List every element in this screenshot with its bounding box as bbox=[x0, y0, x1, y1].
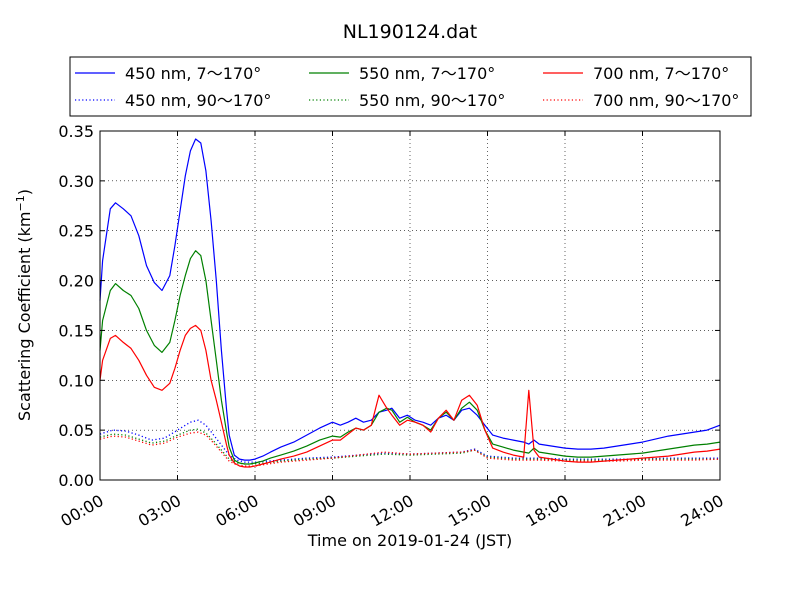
x-axis-label: Time on 2019-01-24 (JST) bbox=[307, 531, 512, 550]
y-axis-label-sup: −1 bbox=[14, 195, 27, 211]
legend-label: 550 nm, 7～170° bbox=[359, 64, 495, 83]
y-tick-label: 0.00 bbox=[58, 471, 94, 490]
y-tick-label: 0.15 bbox=[58, 321, 94, 340]
y-axis-label-end: ) bbox=[15, 189, 34, 195]
y-axis-label: Scattering Coefficient (km−1) bbox=[14, 189, 34, 421]
legend-label: 450 nm, 7～170° bbox=[125, 64, 261, 83]
series-line bbox=[99, 419, 720, 463]
y-tick-label: 0.10 bbox=[58, 371, 94, 390]
legend-box bbox=[69, 56, 752, 117]
legend-label: 700 nm, 90～170° bbox=[593, 91, 739, 110]
series-line bbox=[99, 431, 721, 467]
y-axis-label-main: Scattering Coefficient (km bbox=[15, 211, 34, 421]
y-tick-label: 0.25 bbox=[58, 222, 94, 241]
y-tick-label: 0.05 bbox=[58, 421, 94, 440]
series-line bbox=[99, 324, 721, 468]
legend-label: 550 nm, 90～170° bbox=[359, 91, 505, 110]
plot-background bbox=[100, 131, 720, 480]
y-tick-label: 0.30 bbox=[58, 172, 94, 191]
legend: 450 nm, 7～170° 550 nm, 7～170° 700 nm, 7～17… bbox=[69, 56, 752, 117]
grid bbox=[100, 131, 720, 480]
legend-label: 450 nm, 90～170° bbox=[125, 91, 271, 110]
series-line bbox=[99, 138, 721, 461]
plot-area: 00:00 03:00 06:00 09:00 12:00 15:00 18:00 21:00… bbox=[57, 122, 726, 530]
y-tick-label: 0.35 bbox=[58, 122, 94, 141]
legend-label: 700 nm, 7～170° bbox=[593, 64, 729, 83]
y-tick-label: 0.20 bbox=[58, 272, 94, 291]
series-line bbox=[99, 428, 720, 465]
series-layer bbox=[99, 138, 721, 468]
chart-title: NL190124.dat bbox=[343, 21, 478, 43]
